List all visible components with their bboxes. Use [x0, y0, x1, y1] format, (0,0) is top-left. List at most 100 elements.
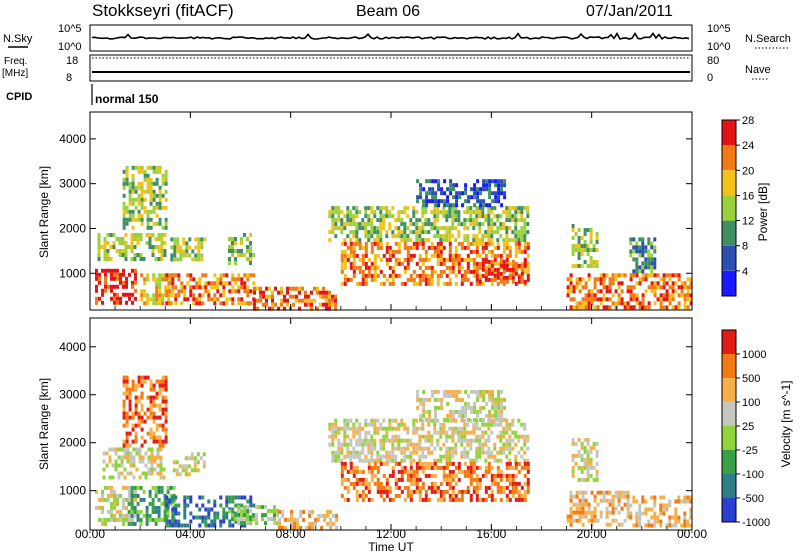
velocity-cell [175, 472, 179, 477]
velocity-cell [264, 505, 267, 510]
velocity-cell [181, 468, 185, 473]
power-cell [476, 187, 480, 192]
velocity-cell [451, 438, 455, 443]
velocity-cell [475, 493, 479, 498]
power-cell [662, 305, 666, 310]
power-cell [487, 226, 491, 231]
velocity-cell [382, 446, 386, 451]
power-cell [394, 226, 398, 231]
velocity-cell [158, 391, 162, 396]
power-cell [134, 272, 137, 277]
power-cell [394, 273, 398, 278]
power-cell [629, 297, 633, 302]
velocity-cell [329, 517, 333, 522]
power-colorbar-swatch [722, 120, 736, 146]
velocity-cell [569, 506, 573, 511]
velocity-cell [505, 430, 509, 435]
velocity-cell [586, 465, 590, 470]
power-cell [373, 230, 377, 235]
nsky-panel-frame [89, 24, 693, 52]
velocity-ytick-label: 3000 [59, 388, 86, 402]
power-cell [599, 301, 603, 306]
power-cell [520, 249, 524, 254]
power-cell [418, 241, 422, 246]
power-cell [593, 285, 597, 290]
velocity-cell [574, 441, 578, 446]
power-cell [457, 214, 461, 219]
velocity-cell [114, 451, 118, 456]
velocity-cell [574, 453, 578, 458]
velocity-cell [391, 434, 395, 439]
power-cell [116, 296, 119, 301]
velocity-cell [566, 514, 570, 519]
velocity-cell [346, 469, 350, 474]
velocity-cell [136, 501, 140, 506]
power-cell [602, 305, 606, 310]
power-cell [502, 245, 506, 250]
power-cell [373, 269, 377, 274]
velocity-cell [267, 517, 270, 522]
velocity-cell [183, 503, 187, 508]
velocity-cell [415, 477, 419, 482]
velocity-cell [448, 493, 452, 498]
power-cell [110, 268, 113, 273]
power-cell [340, 257, 344, 262]
velocity-cell [166, 489, 170, 494]
velocity-cell [394, 493, 398, 498]
power-cell [412, 277, 416, 282]
velocity-cell [479, 409, 483, 414]
velocity-cell [161, 411, 165, 416]
velocity-cell [136, 513, 140, 518]
power-cell [686, 305, 690, 310]
velocity-cell [382, 454, 386, 459]
velocity-cell [442, 489, 446, 494]
velocity-cell [352, 430, 356, 435]
velocity-cell [122, 505, 125, 510]
power-cell [497, 179, 501, 184]
power-cell [508, 238, 512, 243]
velocity-cell [376, 481, 380, 486]
velocity-cell [113, 497, 116, 502]
power-cell [176, 241, 180, 246]
velocity-cell [469, 461, 473, 466]
power-cell [128, 213, 132, 218]
power-cell [500, 191, 504, 196]
power-colorbar-tick-label: 20 [742, 165, 754, 177]
velocity-cell [523, 426, 527, 431]
velocity-cell [418, 461, 422, 466]
power-cell [213, 297, 217, 302]
time-tick-label: 08:00 [276, 527, 306, 541]
velocity-cell [243, 523, 247, 528]
power-cell [641, 297, 645, 302]
power-cell [605, 273, 609, 278]
power-cell [476, 191, 480, 196]
power-cell [113, 272, 116, 277]
power-cell [520, 263, 524, 268]
velocity-cell [638, 515, 642, 520]
velocity-cell [611, 494, 615, 499]
velocity-cell [430, 434, 434, 439]
velocity-cell [158, 435, 162, 440]
power-cell [686, 277, 690, 282]
power-cell [454, 238, 458, 243]
velocity-cell [210, 523, 214, 528]
velocity-cell [343, 461, 347, 466]
power-cell [602, 285, 606, 290]
power-cell [400, 238, 404, 243]
velocity-cell [143, 439, 147, 444]
velocity-cell [487, 438, 491, 443]
velocity-cell [415, 450, 419, 455]
power-cell [240, 281, 244, 286]
velocity-cell [403, 454, 407, 459]
power-cell [434, 199, 438, 204]
power-cell [659, 305, 663, 310]
velocity-cell [177, 511, 181, 516]
velocity-cell [361, 481, 365, 486]
velocity-cell [511, 489, 515, 494]
velocity-cell [123, 475, 127, 480]
velocity-cell [479, 389, 483, 394]
power-cell [331, 218, 335, 223]
velocity-cell [117, 455, 121, 460]
power-cell [418, 277, 422, 282]
power-cell [364, 210, 368, 215]
